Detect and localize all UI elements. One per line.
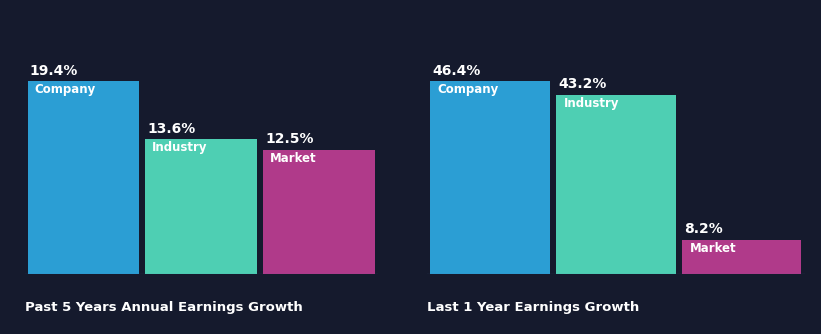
Text: Company: Company <box>34 84 96 97</box>
Bar <box>430 81 550 274</box>
Text: Company: Company <box>438 84 499 97</box>
Bar <box>28 81 140 274</box>
Text: 46.4%: 46.4% <box>433 64 481 78</box>
Text: Last 1 Year Earnings Growth: Last 1 Year Earnings Growth <box>427 301 640 314</box>
Text: 13.6%: 13.6% <box>148 122 196 136</box>
Text: 19.4%: 19.4% <box>30 64 78 78</box>
Text: Past 5 Years Annual Earnings Growth: Past 5 Years Annual Earnings Growth <box>25 301 302 314</box>
Text: Market: Market <box>270 152 317 165</box>
Bar <box>145 139 257 274</box>
Text: Industry: Industry <box>563 97 619 110</box>
Bar <box>681 240 801 274</box>
Text: 43.2%: 43.2% <box>558 77 607 91</box>
Bar <box>263 150 374 274</box>
Text: 12.5%: 12.5% <box>265 133 314 146</box>
Text: Industry: Industry <box>153 141 208 154</box>
Text: Market: Market <box>690 242 736 255</box>
Text: 8.2%: 8.2% <box>685 222 723 236</box>
Bar <box>556 95 676 274</box>
